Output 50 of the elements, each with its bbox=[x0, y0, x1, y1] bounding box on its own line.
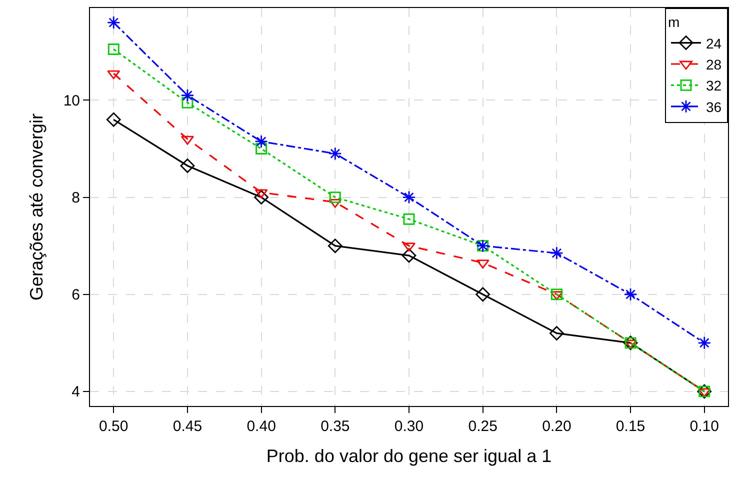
x-tick-label: 0.40 bbox=[246, 418, 276, 435]
point bbox=[254, 189, 268, 198]
x-tick-label: 0.15 bbox=[616, 418, 646, 435]
x-tick-label: 0.25 bbox=[468, 418, 498, 435]
x-tick-label: 0.10 bbox=[690, 418, 719, 435]
point bbox=[550, 291, 564, 300]
point bbox=[328, 198, 342, 208]
point bbox=[328, 146, 342, 160]
point bbox=[476, 287, 490, 302]
point bbox=[698, 388, 711, 398]
x-axis-title: Prob. do valor do gene ser igual a 1 bbox=[266, 446, 552, 466]
y-axis-title: Gerações até convergir bbox=[26, 113, 47, 301]
point bbox=[254, 190, 269, 204]
y-tick-label: 6 bbox=[72, 286, 80, 304]
legend-label: 36 bbox=[706, 98, 722, 115]
point bbox=[403, 213, 415, 225]
y-tick-label: 4 bbox=[72, 384, 80, 401]
point bbox=[402, 190, 416, 204]
point bbox=[624, 288, 638, 302]
legend-title: m bbox=[668, 14, 680, 30]
x-tick-label: 0.20 bbox=[542, 418, 572, 435]
point bbox=[256, 143, 268, 154]
point bbox=[106, 112, 121, 127]
legend-label: 28 bbox=[706, 56, 722, 72]
point bbox=[329, 192, 341, 203]
y-tick-label: 10 bbox=[63, 92, 80, 110]
x-tick-label: 0.35 bbox=[320, 418, 350, 435]
point bbox=[549, 326, 564, 340]
point bbox=[698, 336, 712, 350]
x-tick-label: 0.45 bbox=[172, 418, 202, 435]
point bbox=[550, 288, 562, 300]
point bbox=[402, 248, 416, 263]
point bbox=[106, 16, 120, 30]
point bbox=[254, 134, 268, 148]
point bbox=[402, 242, 416, 252]
point bbox=[107, 70, 120, 80]
point bbox=[181, 136, 194, 145]
x-tick-label: 0.30 bbox=[394, 418, 424, 435]
legend-label: 32 bbox=[706, 78, 722, 94]
point bbox=[550, 246, 564, 260]
point bbox=[328, 238, 342, 254]
point bbox=[108, 44, 120, 55]
point bbox=[180, 158, 195, 173]
y-tick-label: 8 bbox=[72, 190, 80, 207]
point bbox=[476, 260, 490, 269]
x-tick-label: 0.50 bbox=[99, 418, 128, 435]
legend-label: 24 bbox=[706, 35, 722, 52]
point bbox=[182, 96, 194, 108]
point bbox=[180, 88, 194, 102]
point bbox=[624, 340, 637, 349]
